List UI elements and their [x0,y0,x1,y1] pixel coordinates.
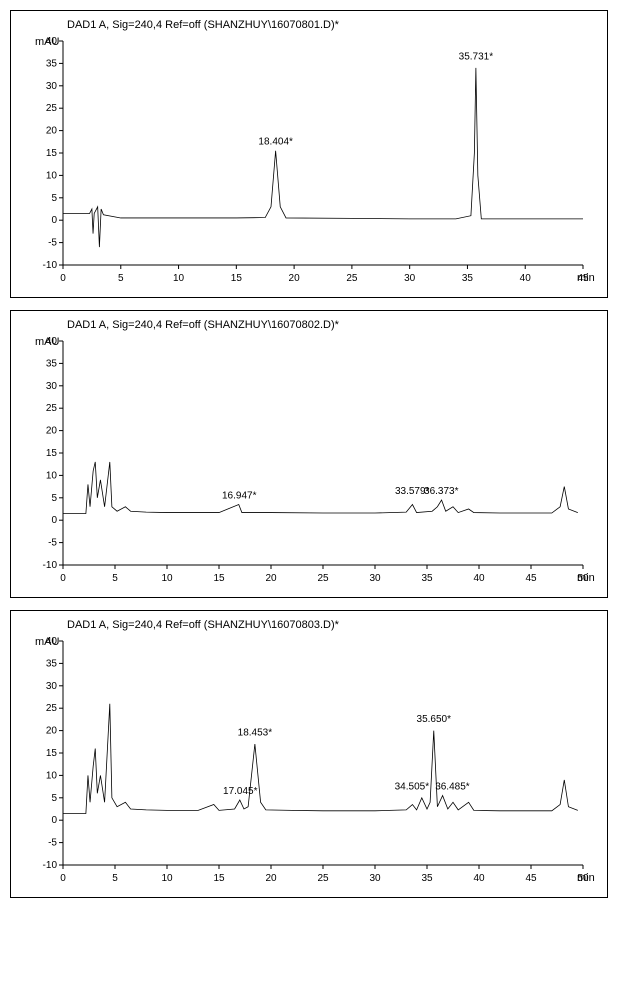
svg-text:-5: -5 [48,238,57,249]
svg-text:36.485*: 36.485* [435,781,470,792]
svg-text:-10: -10 [43,260,58,271]
chart-title-1: DAD1 A, Sig=240,4 Ref=off (SHANZHUY\1607… [67,319,603,331]
chart-area-1: -10-505101520253035400510152025303540455… [15,333,603,593]
chromatogram: -10-505101520253035400510152025303540455… [15,633,595,893]
svg-text:40: 40 [473,873,485,884]
svg-text:30: 30 [404,273,416,284]
svg-text:25: 25 [317,573,329,584]
svg-text:25: 25 [346,273,358,284]
svg-text:min: min [577,272,595,284]
svg-text:mAU: mAU [35,336,60,348]
svg-text:10: 10 [173,273,185,284]
svg-text:17.045*: 17.045* [223,786,258,797]
svg-text:20: 20 [265,873,277,884]
svg-text:0: 0 [51,815,57,826]
svg-text:25: 25 [46,103,58,114]
svg-text:35: 35 [421,873,433,884]
svg-text:35: 35 [462,273,474,284]
chart-area-0: -10-50510152025303540051015202530354045m… [15,33,603,293]
svg-text:15: 15 [213,873,225,884]
svg-text:10: 10 [46,170,58,181]
svg-text:20: 20 [46,726,58,737]
chart-area-2: -10-505101520253035400510152025303540455… [15,633,603,893]
svg-text:15: 15 [213,573,225,584]
svg-text:10: 10 [46,770,58,781]
svg-text:25: 25 [46,403,58,414]
svg-text:18.453*: 18.453* [238,728,273,739]
svg-text:15: 15 [46,148,58,159]
svg-text:30: 30 [369,873,381,884]
svg-text:45: 45 [525,573,537,584]
svg-text:10: 10 [46,470,58,481]
svg-text:40: 40 [473,573,485,584]
svg-text:5: 5 [112,573,118,584]
svg-text:5: 5 [51,793,57,804]
chart-panel-0: DAD1 A, Sig=240,4 Ref=off (SHANZHUY\1607… [10,10,608,298]
svg-text:25: 25 [46,703,58,714]
svg-text:0: 0 [51,215,57,226]
svg-text:25: 25 [317,873,329,884]
svg-text:10: 10 [161,873,173,884]
svg-text:35.731*: 35.731* [459,51,494,62]
svg-text:20: 20 [265,573,277,584]
svg-text:16.947*: 16.947* [222,490,257,501]
chart-title-0: DAD1 A, Sig=240,4 Ref=off (SHANZHUY\1607… [67,19,603,31]
svg-text:0: 0 [60,273,66,284]
svg-text:35: 35 [46,658,58,669]
svg-text:mAU: mAU [35,636,60,648]
svg-text:30: 30 [369,573,381,584]
svg-text:10: 10 [161,573,173,584]
svg-text:0: 0 [60,873,66,884]
svg-text:15: 15 [231,273,243,284]
svg-text:30: 30 [46,81,58,92]
svg-text:-10: -10 [43,860,58,871]
svg-text:35.650*: 35.650* [417,714,452,725]
svg-text:15: 15 [46,448,58,459]
svg-text:0: 0 [51,515,57,526]
chromatogram: -10-505101520253035400510152025303540455… [15,333,595,593]
chart-panel-2: DAD1 A, Sig=240,4 Ref=off (SHANZHUY\1607… [10,610,608,898]
svg-text:5: 5 [112,873,118,884]
svg-text:min: min [577,872,595,884]
svg-text:35: 35 [421,573,433,584]
charts-container: DAD1 A, Sig=240,4 Ref=off (SHANZHUY\1607… [10,10,608,898]
svg-text:5: 5 [51,193,57,204]
svg-text:34.505*: 34.505* [395,781,430,792]
chart-title-2: DAD1 A, Sig=240,4 Ref=off (SHANZHUY\1607… [67,619,603,631]
svg-text:30: 30 [46,681,58,692]
svg-text:15: 15 [46,748,58,759]
svg-text:min: min [577,572,595,584]
svg-text:35: 35 [46,58,58,69]
svg-text:-5: -5 [48,838,57,849]
svg-text:5: 5 [51,493,57,504]
svg-text:-5: -5 [48,538,57,549]
svg-text:35: 35 [46,358,58,369]
svg-text:0: 0 [60,573,66,584]
svg-text:-10: -10 [43,560,58,571]
svg-text:30: 30 [46,381,58,392]
svg-text:20: 20 [46,126,58,137]
svg-text:20: 20 [289,273,301,284]
svg-text:18.404*: 18.404* [258,137,293,148]
svg-text:45: 45 [525,873,537,884]
chromatogram: -10-50510152025303540051015202530354045m… [15,33,595,293]
svg-text:40: 40 [520,273,532,284]
svg-text:36.373*: 36.373* [424,486,459,497]
svg-text:20: 20 [46,426,58,437]
svg-text:5: 5 [118,273,124,284]
svg-text:mAU: mAU [35,36,60,48]
chart-panel-1: DAD1 A, Sig=240,4 Ref=off (SHANZHUY\1607… [10,310,608,598]
